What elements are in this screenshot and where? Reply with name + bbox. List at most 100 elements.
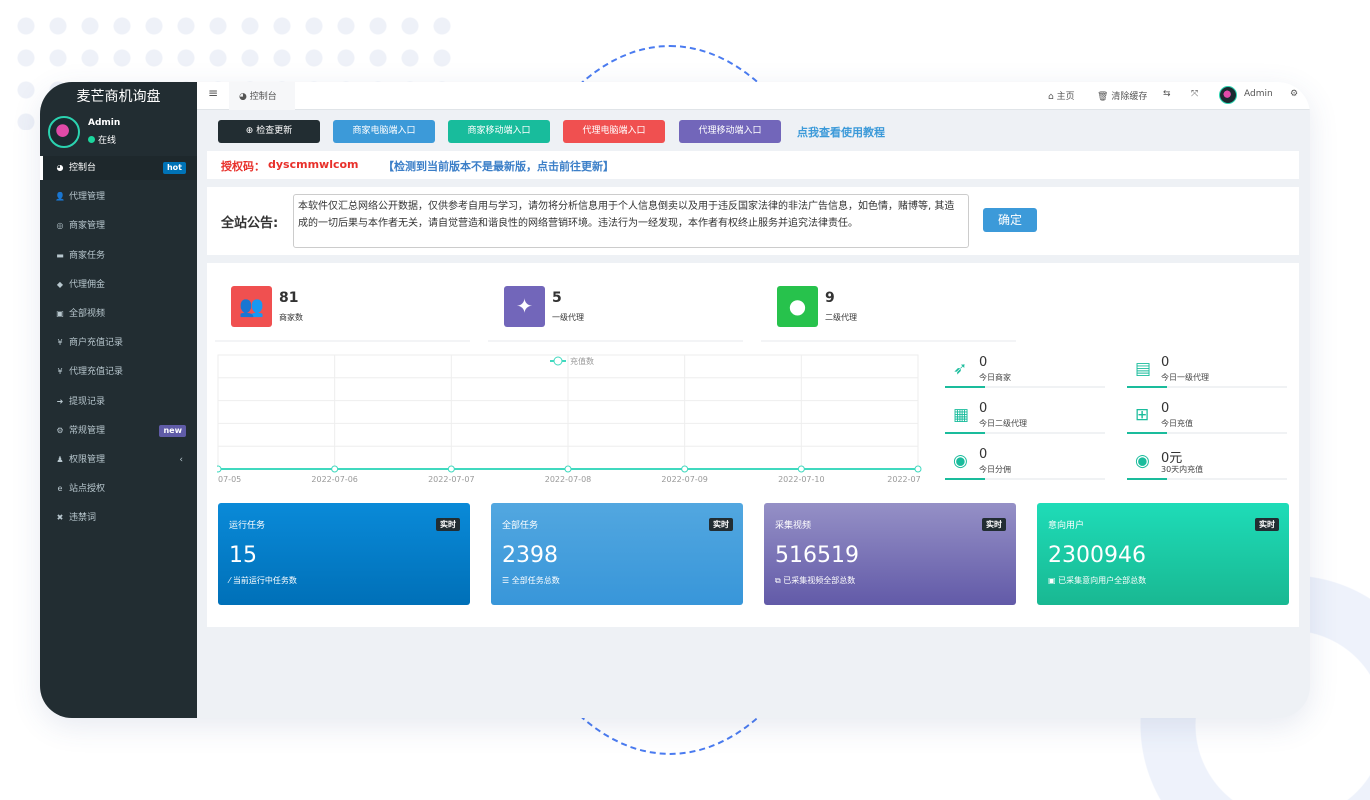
progress-bar xyxy=(945,386,985,388)
card-value: 15 xyxy=(229,543,257,568)
auth-bar: 授权码： dyscmmwlcom 【检测到当前版本不是最新版，点击前往更新】 xyxy=(207,151,1299,179)
today-stat: ◉ 0元 30天内充值 xyxy=(1127,447,1287,480)
home-label: 主页 xyxy=(1056,92,1075,102)
card-subtitle-text: 已采集意向用户全部总数 xyxy=(1058,576,1147,585)
data-point[interactable] xyxy=(914,465,922,473)
update-notice-link[interactable]: 【检测到当前版本不是最新版，点击前往更新】 xyxy=(383,160,614,173)
menu-toggle-icon[interactable]: ≡ xyxy=(208,86,219,100)
realtime-badge: 实时 xyxy=(982,518,1006,531)
today-value: 0 xyxy=(979,447,988,462)
translate-icon[interactable]: ⇆ xyxy=(1163,89,1171,99)
clear-cache-label: 清除缓存 xyxy=(1111,92,1148,102)
header-avatar[interactable] xyxy=(1219,86,1237,104)
sidebar-item-label: 权限管理 xyxy=(69,455,106,465)
stat-value: 5 xyxy=(552,290,562,306)
sidebar-item-10[interactable]: ♟ 权限管理 ‹ xyxy=(40,448,197,472)
avatar xyxy=(48,116,80,148)
sidebar-item-label: 全部视频 xyxy=(69,309,106,319)
sidebar-item-1[interactable]: 👤 代理管理 xyxy=(40,185,197,209)
data-point[interactable] xyxy=(681,465,689,473)
legend-label[interactable]: 充值数 xyxy=(570,356,594,366)
sidebar-item-12[interactable]: ✖ 违禁词 xyxy=(40,506,197,530)
user-status-text: 在线 xyxy=(98,136,117,146)
toolbar-button-4[interactable]: 代理移动端入口 xyxy=(679,120,781,143)
toolbar-button-1[interactable]: 商家电脑端入口 xyxy=(333,120,435,143)
database-icon: ☰ xyxy=(502,576,512,585)
card-subtitle: ⁄ 当前运行中任务数 xyxy=(229,575,297,586)
diamond-icon: ◆ xyxy=(56,279,64,289)
announcement-textarea[interactable]: 本软件仅汇总网络公开数据，仅供参考自用与学习，请勿将分析信息用于个人信息倒卖以及… xyxy=(293,194,969,248)
toolbar-button-2[interactable]: 商家移动端入口 xyxy=(448,120,550,143)
today-label: 今日分佣 xyxy=(979,465,1011,474)
stat-card: 👥 81 商家数 xyxy=(215,263,470,342)
x-tick-label: 2022-07 xyxy=(887,475,920,483)
today-value: 0 xyxy=(979,401,988,416)
sidebar-item-8[interactable]: ➜ 提现记录 xyxy=(40,390,197,414)
x-tick-label: 2022-07-09 xyxy=(661,475,708,483)
toolbar-button-3[interactable]: 代理电脑端入口 xyxy=(563,120,665,143)
auth-label: 授权码： xyxy=(221,160,265,173)
summary-card: 全部任务 实时 2398 ☰ 全部任务总数 xyxy=(491,503,743,605)
sidebar-item-3[interactable]: ▬ 商家任务 xyxy=(40,244,197,268)
clear-cache-link[interactable]: 🗑 清除缓存 xyxy=(1097,89,1147,102)
realtime-badge: 实时 xyxy=(709,518,733,531)
wand-icon: ⁄ xyxy=(229,576,233,585)
card-title: 运行任务 xyxy=(229,521,266,531)
data-point[interactable] xyxy=(797,465,805,473)
button-label: 代理电脑端入口 xyxy=(582,126,646,136)
today-label: 今日商家 xyxy=(979,373,1011,382)
settings-icon[interactable]: ⚙ xyxy=(1290,89,1299,99)
fullscreen-icon[interactable]: ⤧ xyxy=(1191,89,1199,99)
today-stat: ⊞ 0 今日充值 xyxy=(1127,401,1287,434)
stat-value: 81 xyxy=(279,290,299,306)
sidebar-item-7[interactable]: ¥ 代理充值记录 xyxy=(40,360,197,384)
rocket-icon: ➶ xyxy=(953,359,968,379)
chevron-left-icon: ‹ xyxy=(179,455,183,465)
user-plus-icon: 👤 xyxy=(55,192,65,202)
x-tick-label: 07-05 xyxy=(218,475,241,483)
sidebar-item-11[interactable]: e 站点授权 xyxy=(40,477,197,501)
sidebar-item-6[interactable]: ¥ 商户充值记录 xyxy=(40,331,197,355)
confirm-button[interactable]: 确定 xyxy=(983,208,1037,232)
data-point[interactable] xyxy=(447,465,455,473)
image-icon: ▣ xyxy=(1048,576,1059,585)
header-user[interactable]: Admin xyxy=(1244,89,1273,99)
data-point[interactable] xyxy=(564,465,572,473)
progress-bar xyxy=(945,432,985,434)
sidebar-item-2[interactable]: ◎ 商家管理 xyxy=(40,214,197,238)
card-value: 2398 xyxy=(502,543,558,568)
button-label: 商家移动端入口 xyxy=(467,126,531,136)
button-label: 商家电脑端入口 xyxy=(352,126,416,136)
progress-bar xyxy=(1127,478,1167,480)
data-point[interactable] xyxy=(331,465,339,473)
toolbar-button-0[interactable]: ⊕ 检查更新 xyxy=(218,120,320,143)
card-subtitle-text: 全部任务总数 xyxy=(511,576,560,585)
x-tick-label: 2022-07-08 xyxy=(545,475,592,483)
x-tick-label: 2022-07-10 xyxy=(778,475,825,483)
summary-card: 采集视频 实时 516519 ⧉ 已采集视频全部总数 xyxy=(764,503,1016,605)
cogs-icon: ⚙ xyxy=(56,425,64,435)
sidebar-item-9[interactable]: ⚙ 常规管理 new xyxy=(40,419,197,443)
user-icon: ● xyxy=(777,286,818,327)
tutorial-link[interactable]: 点我查看使用教程 xyxy=(797,126,885,139)
today-value: 0 xyxy=(1161,401,1170,416)
arrow-circle-icon: ⊕ xyxy=(245,126,257,136)
summary-card: 意向用户 实时 2300946 ▣ 已采集意向用户全部总数 xyxy=(1037,503,1289,605)
today-label: 30天内充值 xyxy=(1161,465,1204,474)
data-point[interactable] xyxy=(217,465,222,473)
online-dot-icon xyxy=(88,136,95,143)
dashboard-icon: ◕ xyxy=(239,92,247,102)
sidebar-item-label: 商户充值记录 xyxy=(69,338,124,349)
tab-dashboard[interactable]: ◕ 控制台 xyxy=(229,82,295,110)
today-label: 今日一级代理 xyxy=(1161,373,1209,382)
sidebar-item-5[interactable]: ▣ 全部视频 xyxy=(40,302,197,326)
card-title: 全部任务 xyxy=(502,521,539,531)
keyboard-icon: ▬ xyxy=(56,250,64,260)
sidebar-item-0[interactable]: ◕ 控制台 hot xyxy=(40,156,197,180)
sign-in-icon: ➜ xyxy=(56,396,64,406)
button-label: 检查更新 xyxy=(256,126,293,136)
card-value: 2300946 xyxy=(1048,543,1146,568)
sidebar-item-4[interactable]: ◆ 代理佣金 xyxy=(40,273,197,297)
home-link[interactable]: ⌂ 主页 xyxy=(1048,89,1075,102)
tab-label-text: 控制台 xyxy=(249,92,277,102)
